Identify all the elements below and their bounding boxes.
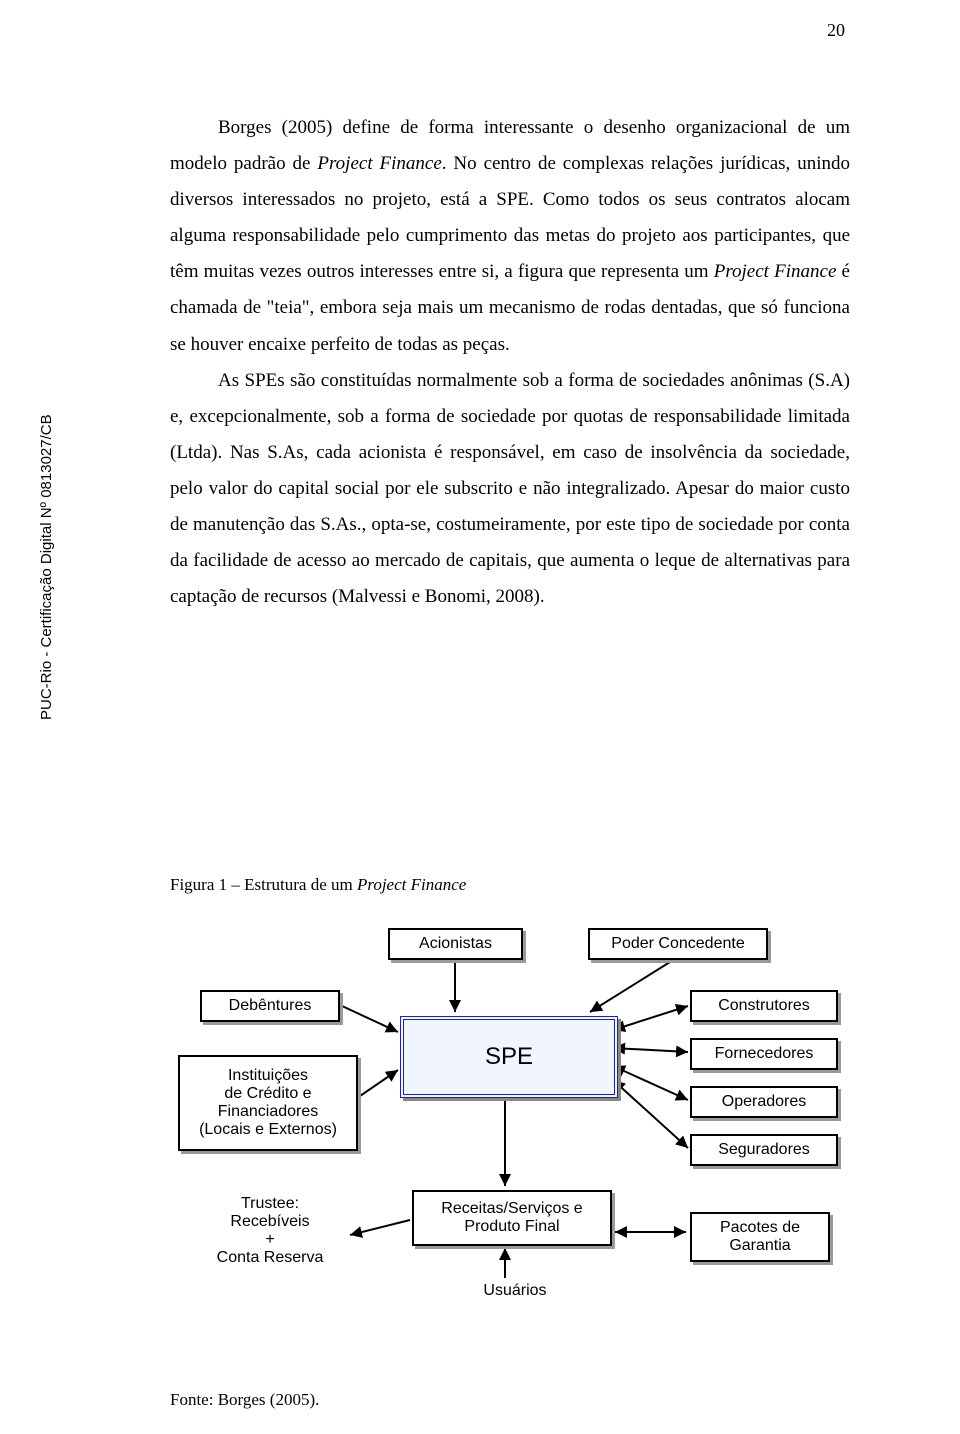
spe-label: SPE — [485, 1043, 533, 1071]
paragraph-2: As SPEs são constituídas normalmente sob… — [170, 363, 850, 616]
node-seguradores: Seguradores — [690, 1134, 838, 1166]
node-instituicoes: Instituições de Crédito e Financiadores … — [178, 1055, 358, 1151]
certification-sidetext: PUC-Rio - Certificação Digital Nº 081302… — [38, 414, 55, 720]
node-construtores: Construtores — [690, 990, 838, 1022]
node-operadores: Operadores — [690, 1086, 838, 1118]
italic-term: Project Finance — [714, 261, 837, 282]
node-fornecedores: Fornecedores — [690, 1038, 838, 1070]
body-text: Borges (2005) define de forma interessan… — [170, 110, 850, 615]
node-poder: Poder Concedente — [588, 928, 768, 960]
page: 20 PUC-Rio - Certificação Digital Nº 081… — [0, 0, 960, 1434]
italic-term: Project Finance — [357, 875, 466, 894]
paragraph-1: Borges (2005) define de forma interessan… — [170, 110, 850, 363]
node-receitas: Receitas/Serviços e Produto Final — [412, 1190, 612, 1246]
node-pacotes: Pacotes de Garantia — [690, 1212, 830, 1262]
italic-term: Project Finance — [317, 153, 441, 174]
spe-node: SPE — [400, 1016, 618, 1098]
caption-text: Figura 1 – Estrutura de um — [170, 875, 357, 894]
node-acionistas: Acionistas — [388, 928, 523, 960]
node-debentures: Debêntures — [200, 990, 340, 1022]
page-number: 20 — [827, 20, 845, 41]
figure-caption: Figura 1 – Estrutura de um Project Finan… — [170, 875, 466, 895]
text-usuarios: Usuários — [470, 1282, 560, 1300]
figure-source: Fonte: Borges (2005). — [170, 1390, 319, 1410]
spe-diagram: SPE Acionistas Poder Concedente Debêntures… — [170, 920, 850, 1330]
text-trustee: Trustee: Recebíveis + Conta Reserva — [190, 1195, 350, 1267]
